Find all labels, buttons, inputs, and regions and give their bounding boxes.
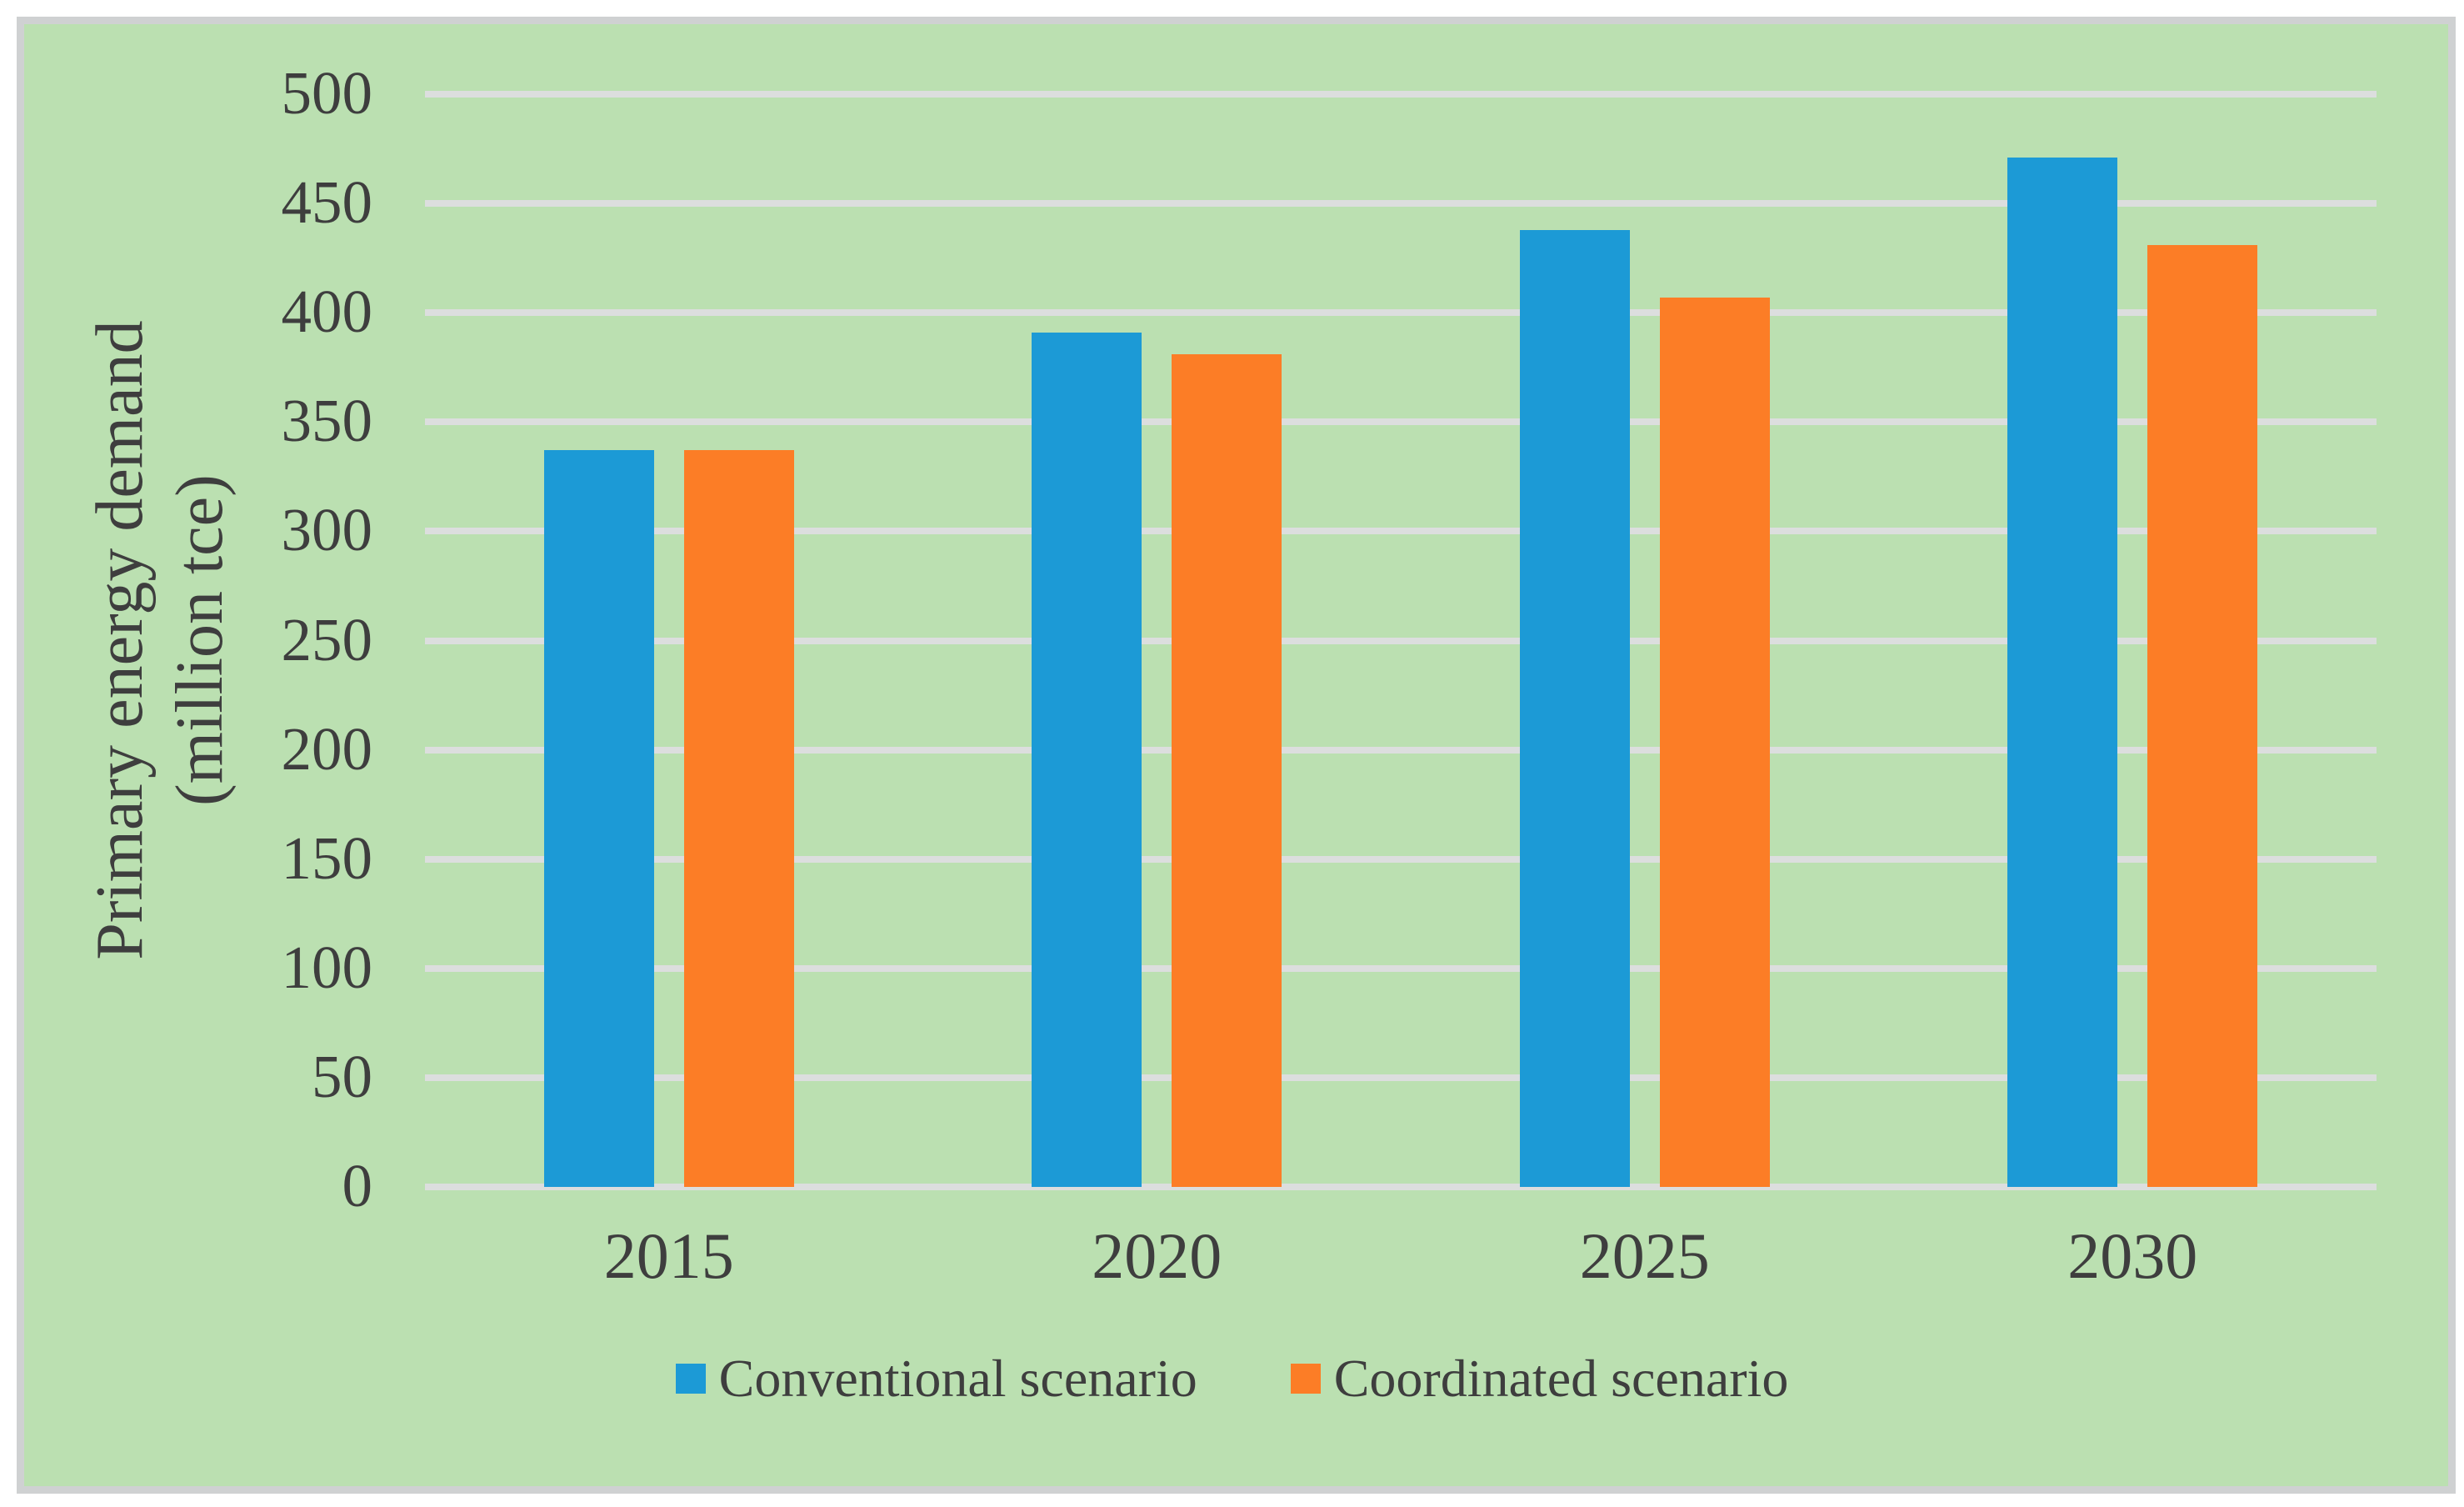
x-axis-label: 2015 (603, 1219, 734, 1292)
y-tick-label: 250 (281, 605, 373, 673)
gridline (425, 91, 2377, 98)
bar-coordinated-scenario-2020 (1172, 354, 1282, 1187)
x-axis-label: 2020 (1092, 1219, 1222, 1292)
gridline (425, 1184, 2377, 1190)
y-tick-label: 0 (342, 1152, 373, 1220)
gridline (425, 855, 2377, 863)
y-tick-label: 300 (281, 496, 373, 564)
y-tick-label: 50 (312, 1042, 372, 1110)
bar-conventional-scenario-2030 (2007, 158, 2118, 1187)
gridline (425, 418, 2377, 426)
gridline (425, 746, 2377, 754)
y-tick-label: 450 (281, 168, 373, 237)
gridline (425, 1074, 2377, 1081)
legend-item-conventional-scenario: Conventional scenario (675, 1349, 1197, 1408)
legend-item-coordinated-scenario: Coordinated scenario (1290, 1349, 1789, 1408)
gridline (425, 637, 2377, 644)
x-axis-label: 2030 (2067, 1219, 2198, 1292)
y-tick-label: 100 (281, 933, 373, 1001)
y-tick-label: 350 (281, 387, 373, 455)
x-axis-label: 2025 (1579, 1219, 1710, 1292)
legend-swatch-icon (1290, 1364, 1321, 1394)
legend-label: Conventional scenario (718, 1349, 1197, 1408)
bar-conventional-scenario-2020 (1032, 332, 1142, 1187)
gridline (425, 528, 2377, 535)
legend: Conventional scenario Coordinated scenari… (0, 1352, 2464, 1405)
y-tick-label: 400 (281, 278, 373, 346)
gridline (425, 309, 2377, 317)
bar-coordinated-scenario-2025 (1659, 297, 1770, 1187)
y-tick-label: 150 (281, 824, 373, 892)
gridline (425, 200, 2377, 208)
bar-coordinated-scenario-2015 (683, 450, 794, 1187)
legend-label: Coordinated scenario (1333, 1349, 1789, 1408)
bar-coordinated-scenario-2030 (2147, 244, 2258, 1187)
bar-conventional-scenario-2015 (543, 450, 654, 1187)
y-tick-label: 500 (281, 59, 373, 128)
y-tick-label: 200 (281, 714, 373, 783)
gridline (425, 964, 2377, 972)
bar-conventional-scenario-2025 (1519, 229, 1630, 1187)
legend-swatch-icon (675, 1364, 706, 1394)
